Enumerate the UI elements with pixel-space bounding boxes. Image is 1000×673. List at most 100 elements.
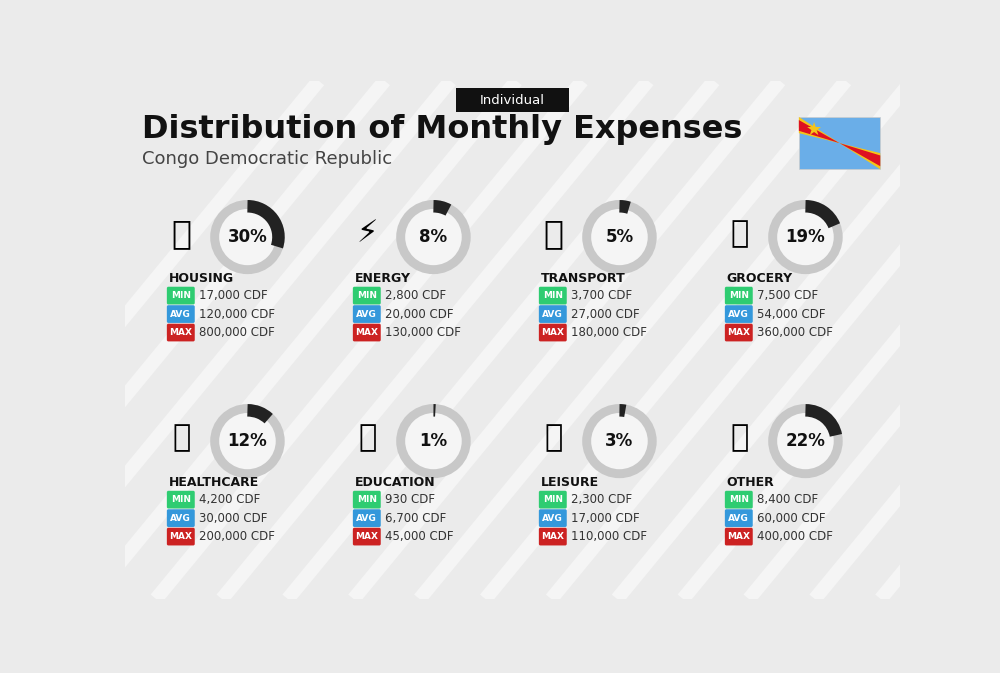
Text: 400,000 CDF: 400,000 CDF [757, 530, 833, 543]
FancyBboxPatch shape [353, 287, 381, 304]
Text: 3%: 3% [605, 432, 634, 450]
Text: 30%: 30% [228, 228, 267, 246]
FancyBboxPatch shape [725, 324, 753, 341]
Text: 17,000 CDF: 17,000 CDF [199, 289, 268, 302]
Text: MIN: MIN [357, 291, 377, 300]
Text: 🎓: 🎓 [358, 423, 377, 452]
Text: MAX: MAX [169, 532, 192, 541]
FancyBboxPatch shape [353, 509, 381, 527]
Text: GROCERY: GROCERY [726, 272, 793, 285]
Circle shape [405, 209, 462, 265]
FancyBboxPatch shape [353, 528, 381, 545]
Text: 45,000 CDF: 45,000 CDF [385, 530, 454, 543]
Text: EDUCATION: EDUCATION [354, 476, 435, 489]
Text: 💰: 💰 [730, 423, 749, 452]
Text: MAX: MAX [727, 532, 750, 541]
Text: 800,000 CDF: 800,000 CDF [199, 326, 275, 339]
Text: MIN: MIN [729, 495, 749, 504]
Text: 7,500 CDF: 7,500 CDF [757, 289, 819, 302]
Text: AVG: AVG [356, 310, 377, 318]
Text: MAX: MAX [541, 328, 564, 337]
Text: AVG: AVG [170, 310, 191, 318]
Text: 1%: 1% [419, 432, 448, 450]
FancyBboxPatch shape [725, 528, 753, 545]
FancyBboxPatch shape [167, 324, 195, 341]
Text: AVG: AVG [728, 310, 749, 318]
FancyBboxPatch shape [167, 306, 195, 323]
FancyBboxPatch shape [539, 287, 567, 304]
FancyBboxPatch shape [539, 306, 567, 323]
Text: 4,200 CDF: 4,200 CDF [199, 493, 261, 506]
Text: MAX: MAX [727, 328, 750, 337]
FancyBboxPatch shape [353, 306, 381, 323]
Text: HEALTHCARE: HEALTHCARE [168, 476, 259, 489]
Text: ⚡: ⚡ [357, 219, 378, 248]
Text: 120,000 CDF: 120,000 CDF [199, 308, 275, 320]
FancyBboxPatch shape [539, 324, 567, 341]
Circle shape [219, 209, 276, 265]
Text: MIN: MIN [543, 495, 563, 504]
Text: AVG: AVG [356, 513, 377, 523]
Text: MAX: MAX [355, 532, 378, 541]
Text: AVG: AVG [728, 513, 749, 523]
FancyBboxPatch shape [539, 528, 567, 545]
FancyBboxPatch shape [456, 88, 569, 112]
Text: Distribution of Monthly Expenses: Distribution of Monthly Expenses [142, 114, 742, 145]
Text: 8,400 CDF: 8,400 CDF [757, 493, 819, 506]
Text: TRANSPORT: TRANSPORT [540, 272, 625, 285]
Text: MIN: MIN [357, 495, 377, 504]
Text: OTHER: OTHER [726, 476, 774, 489]
Circle shape [777, 413, 834, 469]
Text: 27,000 CDF: 27,000 CDF [571, 308, 640, 320]
Text: 3,700 CDF: 3,700 CDF [571, 289, 633, 302]
Text: AVG: AVG [542, 513, 563, 523]
Text: 22%: 22% [786, 432, 825, 450]
FancyBboxPatch shape [353, 491, 381, 509]
Text: 12%: 12% [228, 432, 267, 450]
FancyBboxPatch shape [725, 509, 753, 527]
Circle shape [591, 413, 648, 469]
Text: 180,000 CDF: 180,000 CDF [571, 326, 647, 339]
Text: 6,700 CDF: 6,700 CDF [385, 511, 447, 525]
Circle shape [591, 209, 648, 265]
Text: 🚌: 🚌 [544, 217, 564, 250]
Text: 60,000 CDF: 60,000 CDF [757, 511, 826, 525]
Text: 54,000 CDF: 54,000 CDF [757, 308, 826, 320]
Text: 30,000 CDF: 30,000 CDF [199, 511, 268, 525]
Text: HOUSING: HOUSING [168, 272, 234, 285]
Text: 200,000 CDF: 200,000 CDF [199, 530, 275, 543]
Text: 17,000 CDF: 17,000 CDF [571, 511, 640, 525]
Text: 930 CDF: 930 CDF [385, 493, 435, 506]
FancyBboxPatch shape [167, 287, 195, 304]
FancyBboxPatch shape [725, 306, 753, 323]
Text: Congo Democratic Republic: Congo Democratic Republic [142, 149, 392, 168]
Text: MIN: MIN [729, 291, 749, 300]
Text: 19%: 19% [786, 228, 825, 246]
FancyBboxPatch shape [725, 491, 753, 509]
Circle shape [777, 209, 834, 265]
Text: MIN: MIN [171, 291, 191, 300]
Text: 🏥: 🏥 [172, 423, 191, 452]
Text: 130,000 CDF: 130,000 CDF [385, 326, 461, 339]
FancyBboxPatch shape [353, 324, 381, 341]
Text: 🛒: 🛒 [730, 219, 749, 248]
Text: ★: ★ [806, 121, 822, 139]
FancyBboxPatch shape [167, 491, 195, 509]
FancyBboxPatch shape [539, 509, 567, 527]
FancyBboxPatch shape [167, 528, 195, 545]
Text: 2,800 CDF: 2,800 CDF [385, 289, 447, 302]
FancyBboxPatch shape [799, 117, 880, 170]
Text: MAX: MAX [355, 328, 378, 337]
Text: 2,300 CDF: 2,300 CDF [571, 493, 633, 506]
Text: 5%: 5% [605, 228, 634, 246]
Circle shape [219, 413, 276, 469]
Text: LEISURE: LEISURE [540, 476, 599, 489]
Text: ENERGY: ENERGY [354, 272, 410, 285]
Circle shape [405, 413, 462, 469]
Text: MAX: MAX [169, 328, 192, 337]
Text: AVG: AVG [542, 310, 563, 318]
Text: 360,000 CDF: 360,000 CDF [757, 326, 833, 339]
FancyBboxPatch shape [167, 509, 195, 527]
Text: AVG: AVG [170, 513, 191, 523]
FancyBboxPatch shape [725, 287, 753, 304]
